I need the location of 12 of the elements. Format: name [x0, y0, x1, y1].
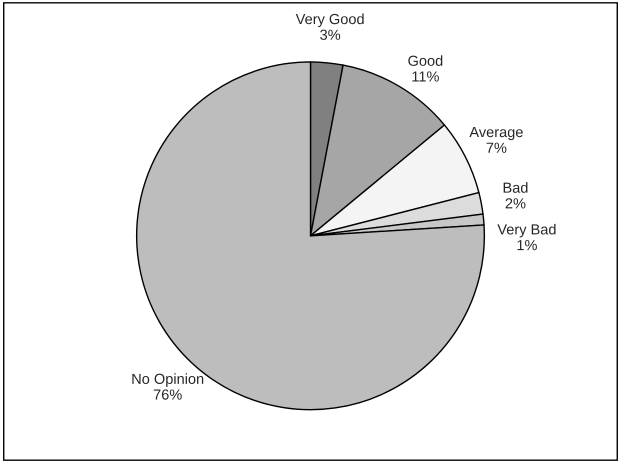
data-label: 7% [486, 142, 506, 153]
slice-label: No Opinion [132, 373, 204, 387]
data-label: 76% [154, 389, 182, 400]
slice-label: Good [408, 55, 442, 66]
data-label: 1% [517, 240, 537, 250]
slice-label: Very Good [296, 13, 364, 28]
data-label: 3% [320, 30, 340, 40]
slice-label: Average [469, 127, 523, 140]
data-label: 11% [412, 71, 439, 82]
slice-label: Bad [504, 182, 528, 193]
data-label: 2% [506, 198, 526, 208]
slice-label: Very Bad [497, 224, 556, 238]
